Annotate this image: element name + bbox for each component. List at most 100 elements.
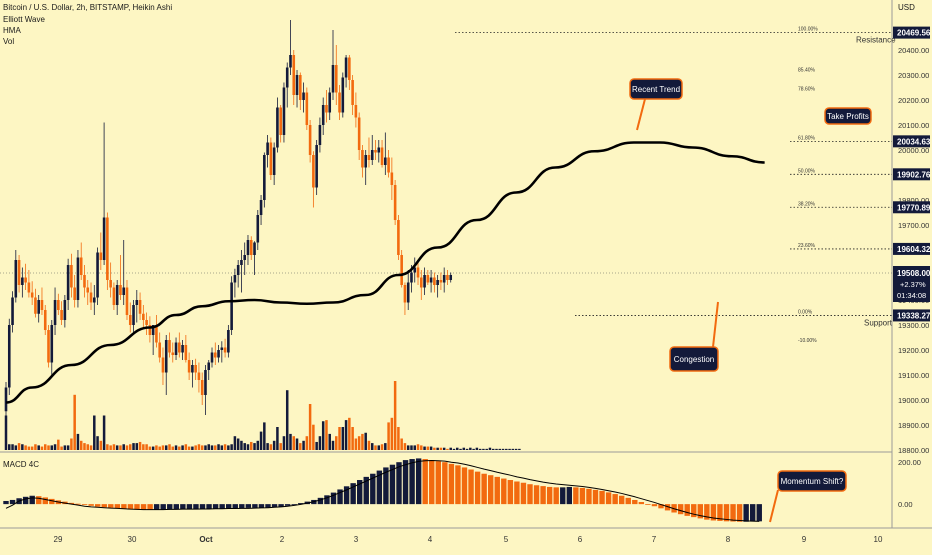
candle-body <box>449 275 453 280</box>
volume-bar <box>34 444 37 450</box>
price-tick-label: 19200.00 <box>898 346 929 355</box>
volume-bar <box>475 447 479 450</box>
volume-bar <box>151 446 155 450</box>
macd-histogram-bar <box>651 504 658 507</box>
candle-body <box>14 260 18 298</box>
candle-body <box>315 145 318 188</box>
volume-bar <box>462 447 466 450</box>
candle-body <box>109 280 112 288</box>
price-tick-label: 19300.00 <box>898 321 929 330</box>
macd-histogram-bar <box>435 461 441 505</box>
macd-histogram-bar <box>677 504 684 515</box>
candle-body <box>384 157 387 165</box>
candle-body <box>66 265 70 300</box>
volume-bar <box>456 447 459 450</box>
volume-bar <box>325 420 328 450</box>
volume-bar <box>272 440 276 450</box>
candle-body <box>328 92 332 113</box>
candle-body <box>30 292 34 298</box>
candle-body <box>99 252 103 260</box>
macd-histogram-bar <box>756 504 762 522</box>
fib-level-label: 100.00% <box>798 27 818 33</box>
volume-bar <box>47 445 50 450</box>
time-tick-label: 7 <box>652 535 657 544</box>
indicator-hma[interactable]: HMA <box>3 26 21 35</box>
macd-histogram-bar <box>101 504 107 508</box>
volume-bar <box>491 448 495 450</box>
macd-histogram-bar <box>605 492 612 505</box>
candle-body <box>7 325 11 388</box>
macd-histogram-bar <box>468 469 474 505</box>
indicator-elliott-wave[interactable]: Elliott Wave <box>3 15 45 24</box>
candle-body <box>161 357 165 373</box>
volume-bar <box>344 420 348 450</box>
macd-histogram-bar <box>514 481 520 505</box>
volume-bar <box>8 444 11 450</box>
macd-histogram-bar <box>750 504 756 522</box>
volume-bar <box>187 446 191 450</box>
candle-body <box>227 330 230 353</box>
price-tick-label: 20300.00 <box>898 71 929 80</box>
price-tick-label: 19000.00 <box>898 396 929 405</box>
grid-layer <box>0 0 932 529</box>
volume-bar <box>76 433 80 450</box>
candle-body <box>21 277 24 285</box>
price-tick-label: 20400.00 <box>898 46 929 55</box>
price-change-text: +2.37% <box>900 280 926 289</box>
macd-histogram-bar <box>226 504 232 509</box>
price-label-box <box>893 135 930 148</box>
current-price-box <box>893 266 930 302</box>
fib-level-label: 50.00% <box>798 168 816 174</box>
macd-histogram-bar <box>619 495 625 505</box>
volume-bar <box>321 421 325 450</box>
volume-bar <box>178 446 181 450</box>
volume-bar <box>488 447 492 450</box>
macd-histogram-bar <box>298 503 304 505</box>
volume-bar <box>380 444 384 450</box>
candle-body <box>321 105 325 125</box>
volume-bar <box>40 446 44 450</box>
volume-bar <box>21 444 24 450</box>
macd-indicator-label[interactable]: MACD 4C <box>3 460 40 469</box>
macd-histogram-bar <box>173 504 179 510</box>
volume-bar <box>240 440 243 450</box>
volume-bar <box>250 441 253 450</box>
time-tick-label: 8 <box>726 535 731 544</box>
macd-histogram-bar <box>402 460 409 505</box>
indicator-vol[interactable]: Vol <box>3 37 15 46</box>
volume-bar <box>217 444 220 450</box>
macd-histogram-bar <box>625 497 631 505</box>
macd-histogram-bar <box>127 504 134 510</box>
macd-histogram-bar <box>684 504 690 516</box>
candle-body <box>145 320 148 325</box>
volume-bar <box>305 436 309 450</box>
macd-histogram-bar <box>553 487 559 505</box>
macd-histogram-bar <box>599 490 605 505</box>
bar-countdown-text: 01:34:08 <box>897 291 926 300</box>
macd-histogram-bar <box>632 499 638 505</box>
candle-body <box>132 305 135 325</box>
volume-bar <box>423 446 426 450</box>
volume-bar <box>308 404 312 450</box>
price-label-box <box>893 168 930 181</box>
candle-body <box>125 287 129 315</box>
volume-bar <box>433 447 436 450</box>
candle-body <box>151 325 155 335</box>
macd-histogram-bar <box>540 486 546 505</box>
candle-body <box>299 75 302 100</box>
volume-bar <box>57 439 60 450</box>
recent-trend-pointer <box>636 98 646 131</box>
volume-bar <box>478 448 482 450</box>
macd-histogram-bar <box>481 473 487 505</box>
macd-histogram-bar <box>29 495 35 505</box>
volume-bar <box>168 444 171 450</box>
macd-histogram-bar <box>389 464 396 505</box>
macd-histogram-bar <box>199 504 206 509</box>
macd-histogram-bar <box>691 504 697 518</box>
macd-histogram-bar <box>114 504 121 509</box>
volume-bar <box>63 445 67 450</box>
volume-bar <box>465 448 469 450</box>
candle-body <box>135 300 139 305</box>
candle-body <box>446 275 449 280</box>
